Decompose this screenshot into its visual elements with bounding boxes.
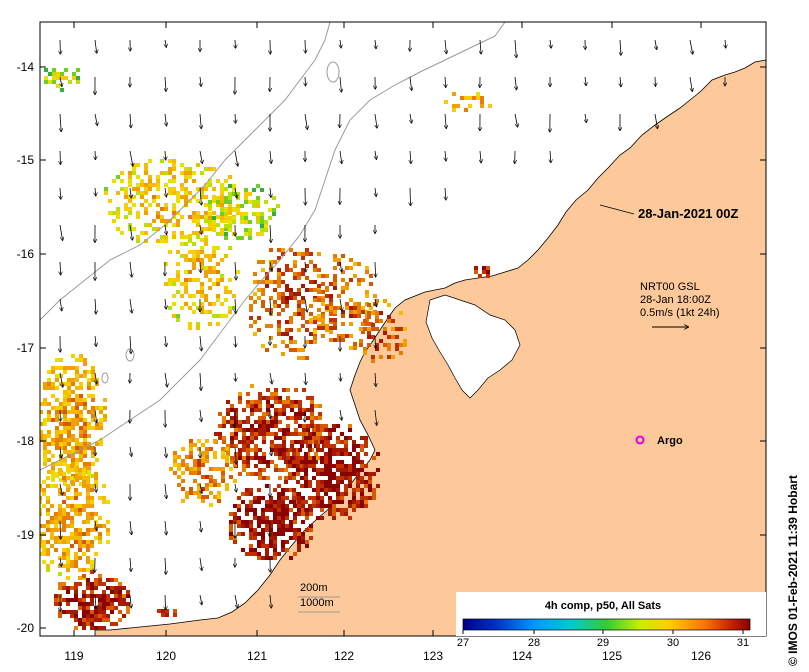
y-tick: -18: [17, 434, 766, 448]
current-info-line1: NRT00 GSL: [640, 281, 700, 293]
argo-marker-icon: [635, 435, 645, 445]
x-tick-label: 119: [64, 649, 83, 663]
x-tick: 120: [156, 22, 176, 663]
colorbar-gradient: [462, 618, 751, 631]
colorbar-tick: 31: [737, 630, 749, 649]
x-tick-label: 120: [156, 649, 176, 663]
x-tick-label: 126: [691, 649, 711, 663]
bathymetry-contours: [40, 22, 506, 471]
y-tick-label: -16: [17, 247, 35, 261]
x-tick-label: 123: [423, 649, 443, 663]
x-tick: 123: [423, 22, 443, 663]
x-tick: 122: [334, 22, 354, 663]
date-label: 28-Jan-2021 00Z: [638, 206, 739, 221]
colorbar-ticks: 27 28 29 30 31: [457, 630, 749, 649]
argo-label: Argo: [657, 435, 683, 447]
y-tick-label: -15: [17, 153, 35, 167]
y-tick: -14: [17, 60, 766, 74]
colorbar-tick: 30: [667, 630, 679, 649]
current-info-line3: 0.5m/s (1kt 24h): [640, 307, 719, 319]
x-tick-label: 121: [247, 649, 267, 663]
y-tick: -16: [17, 247, 766, 261]
current-vectors: [60, 39, 726, 611]
x-tick-label: 122: [334, 649, 354, 663]
y-tick: -17: [17, 341, 766, 355]
bathymetry-legend: 200m 1000m: [298, 582, 340, 613]
current-info-line2: 28-Jan 18:00Z: [640, 294, 711, 306]
date-leader-line: [599, 204, 635, 215]
y-tick-label: -20: [17, 621, 35, 635]
depth-label-1000: 1000m: [300, 597, 334, 609]
argo-float: Argo: [635, 435, 683, 447]
y-axis: -14 -15 -16 -17 -18 -19 -20: [17, 60, 766, 635]
x-tick-label: 125: [602, 649, 622, 663]
colorbar-tick-label: 29: [597, 637, 609, 649]
y-tick-label: -18: [17, 434, 35, 448]
depth-label-200: 200m: [300, 582, 328, 594]
sst-pixels: [40, 68, 492, 630]
y-tick-label: -17: [17, 341, 35, 355]
colorbar-tick: 29: [597, 630, 609, 649]
colorbar-tick: 27: [457, 630, 469, 649]
colorbar-tick-label: 31: [737, 637, 749, 649]
x-tick: 119: [64, 22, 84, 663]
x-axis: 119 120 121 122 123 124 125 126: [64, 22, 711, 663]
y-tick: -15: [17, 153, 766, 167]
x-tick-label: 124: [512, 649, 532, 663]
colorbar-tick: 28: [528, 630, 540, 649]
current-info: NRT00 GSL 28-Jan 18:00Z 0.5m/s (1kt 24h): [640, 281, 719, 327]
colorbar-title: 4h comp, p50, All Sats: [545, 600, 661, 612]
x-tick: 121: [247, 22, 267, 663]
y-tick-label: -14: [17, 60, 35, 74]
king-sound: [425, 294, 521, 399]
y-tick-label: -19: [17, 528, 35, 542]
y-tick: -19: [17, 528, 766, 542]
colorbar-tick-label: 27: [457, 637, 469, 649]
map-frame: [39, 21, 767, 637]
credit-label: © IMOS 01-Feb-2021 11:39 Hobart: [786, 475, 800, 666]
colorbar-tick-label: 28: [528, 637, 540, 649]
colorbar-tick-label: 30: [667, 637, 679, 649]
colorbar: 4h comp, p50, All Sats 27 28 29 30 31: [456, 592, 766, 649]
